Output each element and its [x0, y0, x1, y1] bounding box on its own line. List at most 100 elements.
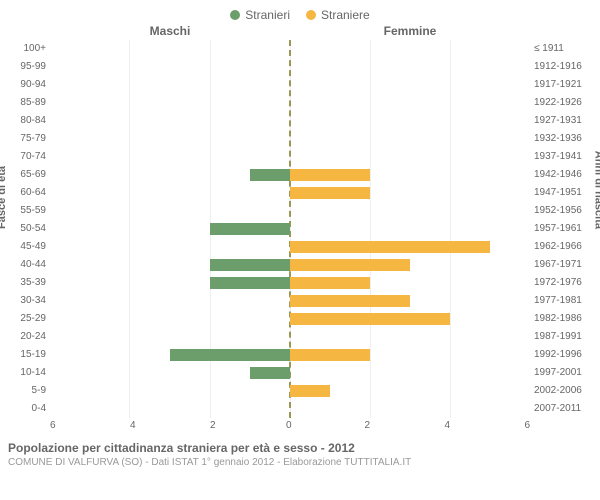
caption-title: Popolazione per cittadinanza straniera p…: [8, 441, 592, 455]
bar-row: [50, 40, 530, 58]
birth-year-label: 1952-1956: [530, 202, 592, 220]
bar-row: [50, 94, 530, 112]
x-tick: 6: [450, 420, 530, 431]
bar-row: [50, 220, 530, 238]
age-label: 35-39: [8, 274, 50, 292]
male-bar: [210, 259, 290, 271]
bars-area: [50, 40, 530, 418]
bar-row: [50, 76, 530, 94]
female-bar: [290, 313, 450, 325]
bar-row: [50, 148, 530, 166]
bar-row: [50, 400, 530, 418]
legend-swatch-male: [230, 10, 240, 20]
female-bar: [290, 385, 330, 397]
birth-year-label: 1937-1941: [530, 148, 592, 166]
bar-row: [50, 364, 530, 382]
age-label: 0-4: [8, 400, 50, 418]
male-bar: [250, 169, 290, 181]
age-label: 95-99: [8, 58, 50, 76]
birth-year-label: 1947-1951: [530, 184, 592, 202]
x-tick: 4: [370, 420, 450, 431]
caption-subtitle: COMUNE DI VALFURVA (SO) - Dati ISTAT 1° …: [8, 457, 592, 468]
birth-year-label: 1942-1946: [530, 166, 592, 184]
age-label: 80-84: [8, 112, 50, 130]
female-bar: [290, 277, 370, 289]
bar-row: [50, 130, 530, 148]
birth-year-label: 1917-1921: [530, 76, 592, 94]
legend-swatch-female: [306, 10, 316, 20]
bar-row: [50, 274, 530, 292]
bar-row: [50, 238, 530, 256]
header-male: Maschi: [50, 24, 290, 38]
bar-row: [50, 58, 530, 76]
birth-year-label: 1967-1971: [530, 256, 592, 274]
bar-row: [50, 328, 530, 346]
bar-row: [50, 346, 530, 364]
male-bar: [170, 349, 290, 361]
bar-row: [50, 112, 530, 130]
male-bar: [210, 223, 290, 235]
x-tick: 4: [130, 420, 210, 431]
x-axis: 6420246: [8, 420, 592, 431]
age-label: 65-69: [8, 166, 50, 184]
age-label: 75-79: [8, 130, 50, 148]
age-label: 60-64: [8, 184, 50, 202]
birth-year-label: 1972-1976: [530, 274, 592, 292]
bar-row: [50, 382, 530, 400]
bar-row: [50, 166, 530, 184]
y-axis-title-right: Anni di nascita: [592, 151, 600, 229]
age-label: 85-89: [8, 94, 50, 112]
age-label: 90-94: [8, 76, 50, 94]
bar-row: [50, 292, 530, 310]
age-label: 15-19: [8, 346, 50, 364]
x-tick: 6: [50, 420, 130, 431]
age-label: 100+: [8, 40, 50, 58]
bar-row: [50, 310, 530, 328]
birth-year-label: 2007-2011: [530, 400, 592, 418]
female-bar: [290, 259, 410, 271]
chart-caption: Popolazione per cittadinanza straniera p…: [8, 441, 592, 468]
legend-item-female: Straniere: [306, 8, 370, 22]
age-label: 55-59: [8, 202, 50, 220]
birth-year-label: 1962-1966: [530, 238, 592, 256]
female-bar: [290, 187, 370, 199]
x-tick: 2: [290, 420, 370, 431]
birth-year-label: 1977-1981: [530, 292, 592, 310]
population-pyramid-chart: Maschi Femmine Fasce di età Anni di nasc…: [8, 24, 592, 431]
birth-year-label: 1927-1931: [530, 112, 592, 130]
birth-year-labels: ≤ 19111912-19161917-19211922-19261927-19…: [530, 40, 592, 418]
header-female: Femmine: [290, 24, 530, 38]
birth-year-label: 1992-1996: [530, 346, 592, 364]
male-bar: [250, 367, 290, 379]
legend-label-male: Stranieri: [245, 8, 290, 22]
bar-row: [50, 256, 530, 274]
birth-year-label: 1912-1916: [530, 58, 592, 76]
male-bar: [210, 277, 290, 289]
bar-row: [50, 184, 530, 202]
age-label: 50-54: [8, 220, 50, 238]
age-label: 10-14: [8, 364, 50, 382]
female-bar: [290, 169, 370, 181]
age-label: 5-9: [8, 382, 50, 400]
y-axis-title-left: Fasce di età: [0, 166, 8, 229]
female-bar: [290, 241, 490, 253]
legend: Stranieri Straniere: [8, 8, 592, 22]
x-tick: 2: [210, 420, 290, 431]
age-label: 45-49: [8, 238, 50, 256]
bar-rows: [50, 40, 530, 418]
age-label: 30-34: [8, 292, 50, 310]
legend-item-male: Stranieri: [230, 8, 290, 22]
female-bar: [290, 349, 370, 361]
birth-year-label: 1932-1936: [530, 130, 592, 148]
bar-row: [50, 202, 530, 220]
birth-year-label: 2002-2006: [530, 382, 592, 400]
age-labels: 100+95-9990-9485-8980-8475-7970-7465-696…: [8, 40, 50, 418]
birth-year-label: 1922-1926: [530, 94, 592, 112]
birth-year-label: ≤ 1911: [530, 40, 592, 58]
birth-year-label: 1982-1986: [530, 310, 592, 328]
age-label: 25-29: [8, 310, 50, 328]
birth-year-label: 1957-1961: [530, 220, 592, 238]
age-label: 20-24: [8, 328, 50, 346]
legend-label-female: Straniere: [321, 8, 370, 22]
birth-year-label: 1997-2001: [530, 364, 592, 382]
